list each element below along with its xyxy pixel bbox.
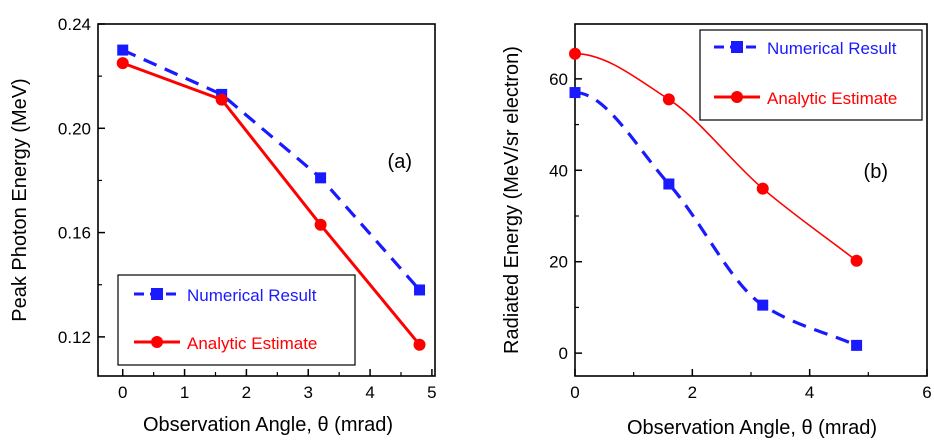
panel-b-legend-label-numerical: Numerical Result <box>767 39 897 58</box>
panel-a-legend-marker-analytic <box>151 336 163 348</box>
panel-b-xtick-label: 2 <box>688 383 697 402</box>
panel-a-xlabel: Observation Angle, θ (mrad) <box>143 414 393 436</box>
panel-a-xtick-label: 0 <box>118 383 127 402</box>
panel-a-line-numerical <box>122 48 421 292</box>
panel-a-xtick-label: 5 <box>427 383 436 402</box>
panel-b-point-analytic <box>662 93 675 106</box>
panel-b-line-numerical <box>574 90 858 347</box>
panel-a-point-numerical <box>414 284 426 296</box>
panel-a-point-analytic <box>314 218 327 231</box>
panel-b-ytick-label: 60 <box>549 70 568 89</box>
panel-b-xtick-label: 0 <box>570 383 579 402</box>
panel-a-point-numerical <box>117 44 129 56</box>
panel-b-ytick-label: 40 <box>549 161 568 180</box>
panel-a-xtick-label: 1 <box>180 383 189 402</box>
panel-a-ylabel: Peak Photon Energy (MeV) <box>9 78 31 321</box>
panel-a-line-analytic <box>122 61 421 346</box>
panel-b-point-analytic <box>569 47 581 60</box>
panel-b-ytick-label: 20 <box>549 253 568 272</box>
panel-a-ytick-label: 0.12 <box>58 328 91 347</box>
panel-b-point-analytic <box>756 182 769 195</box>
panel-b-label: (b) <box>864 161 888 183</box>
panel-a-point-analytic <box>116 57 129 70</box>
panel-a-point-analytic <box>215 93 228 106</box>
panel-b-xtick-label: 4 <box>805 383 814 402</box>
panel-b-point-numerical <box>757 299 769 311</box>
panel-b-ytick-label: 0 <box>559 344 568 363</box>
panel-a-point-numerical <box>315 172 327 184</box>
panel-b-point-analytic <box>850 254 863 267</box>
panel-a-legend-label-analytic: Analytic Estimate <box>187 334 317 353</box>
panel-b-legend: Numerical Result Analytic Estimate <box>699 29 923 121</box>
panel-a-xtick-label: 3 <box>304 383 313 402</box>
panel-a-legend: Numerical Result Analytic Estimate <box>117 274 356 366</box>
panel-a-ytick-label: 0.24 <box>58 15 91 34</box>
panel-b-legend-label-analytic: Analytic Estimate <box>767 89 897 108</box>
panel-b-ylabel: Radiated Energy (MeV/sr electron) <box>501 46 523 354</box>
panel-a-frame <box>97 23 436 377</box>
panel-b-point-numerical <box>851 339 863 351</box>
panel-a-ticks: 0 1 2 3 4 5 0.12 0.16 0.20 0.24 <box>58 15 437 402</box>
panel-a-legend-marker-numerical <box>151 288 163 300</box>
panel-b-xtick-label: 6 <box>922 383 931 402</box>
panel-b-series <box>569 47 863 351</box>
panel-a-ytick-label: 0.20 <box>58 119 91 138</box>
panel-b-line-analytic <box>574 52 858 262</box>
panel-a-ytick-label: 0.16 <box>58 224 91 243</box>
panel-a-series <box>116 44 426 351</box>
panel-b-legend-marker-analytic <box>731 91 743 103</box>
panel-a-xtick-label: 2 <box>242 383 251 402</box>
panel-a-label: (a) <box>388 151 412 173</box>
panel-a: 0 1 2 3 4 5 0.12 0.16 0.20 0.24 (a) Observation A… <box>9 15 437 436</box>
panel-a-legend-label-numerical: Numerical Result <box>187 286 317 305</box>
panel-a-point-analytic <box>413 338 426 351</box>
panel-b-point-numerical <box>569 87 581 99</box>
panel-b-point-numerical <box>663 178 675 190</box>
panel-b-xlabel: Observation Angle, θ (mrad) <box>627 417 877 439</box>
panel-a-xtick-label: 4 <box>365 383 374 402</box>
panel-b-legend-marker-numerical <box>731 41 743 53</box>
